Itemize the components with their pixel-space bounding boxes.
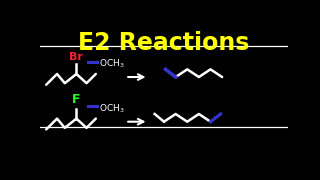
Text: F: F (72, 93, 81, 106)
Text: Br: Br (69, 52, 84, 62)
Text: OCH$_3$: OCH$_3$ (99, 102, 124, 115)
Text: E2 Reactions: E2 Reactions (78, 31, 250, 55)
Text: OCH$_3$: OCH$_3$ (99, 58, 124, 70)
